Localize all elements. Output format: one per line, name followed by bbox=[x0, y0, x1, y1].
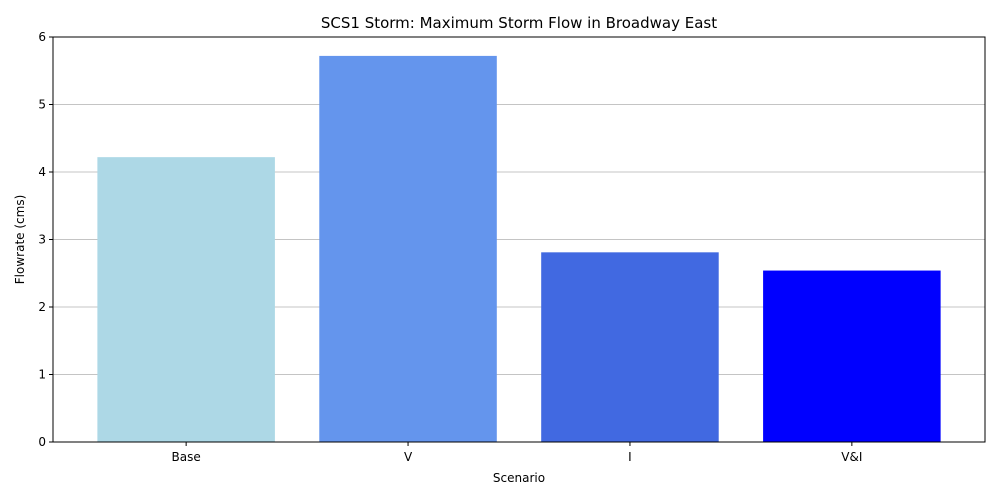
bar-base bbox=[97, 157, 275, 442]
y-tick-label: 1 bbox=[38, 368, 46, 382]
chart-title: SCS1 Storm: Maximum Storm Flow in Broadw… bbox=[321, 14, 717, 32]
y-tick-label: 0 bbox=[38, 435, 46, 449]
y-tick-label: 6 bbox=[38, 30, 46, 44]
x-tick-label: V&I bbox=[841, 450, 862, 464]
y-axis-label: Flowrate (cms) bbox=[13, 195, 27, 284]
bars bbox=[97, 55, 941, 443]
bar-v-i bbox=[763, 270, 941, 442]
y-axis-ticks: 0 1 2 3 4 5 6 bbox=[38, 30, 53, 449]
y-tick-label: 2 bbox=[38, 300, 46, 314]
x-axis-label: Scenario bbox=[493, 471, 545, 485]
y-tick-label: 5 bbox=[38, 98, 46, 112]
x-tick-label: V bbox=[404, 450, 413, 464]
y-tick-label: 4 bbox=[38, 165, 46, 179]
x-axis-ticks: Base V I V&I bbox=[172, 442, 862, 464]
bar-v bbox=[319, 55, 497, 443]
y-tick-label: 3 bbox=[38, 233, 46, 247]
bar-i bbox=[541, 252, 719, 442]
x-tick-label: I bbox=[628, 450, 632, 464]
x-tick-label: Base bbox=[172, 450, 201, 464]
